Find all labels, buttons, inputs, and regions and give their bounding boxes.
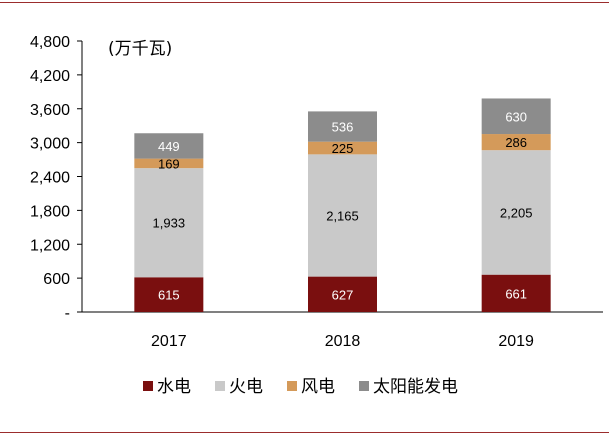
y-tick-label: 1,800 <box>30 203 70 220</box>
data-label: 615 <box>158 288 180 303</box>
legend: 水电 火电 风电 太阳能发电 <box>143 377 458 397</box>
legend-swatch <box>287 381 297 391</box>
legend-swatch <box>215 381 225 391</box>
data-label: 286 <box>505 135 527 150</box>
bar-segment <box>481 274 551 312</box>
data-label: 661 <box>505 286 527 301</box>
y-tick-label: 2,400 <box>30 170 70 187</box>
bottom-rule <box>0 432 609 433</box>
x-tick-label: 2017 <box>151 333 187 350</box>
legend-label: 太阳能发电 <box>373 377 458 397</box>
x-tick-label: 2018 <box>325 333 361 350</box>
legend-label: 火电 <box>229 377 263 397</box>
legend-swatch <box>359 381 369 391</box>
bar-segment <box>134 133 204 159</box>
y-tick-label: 3,000 <box>30 136 70 153</box>
data-label: 627 <box>332 287 354 302</box>
bar-segment <box>481 98 551 135</box>
bar-segment <box>134 277 204 312</box>
data-label: 536 <box>332 120 354 135</box>
bar-segment <box>308 111 377 142</box>
bar-segment <box>134 168 204 278</box>
bar-segment <box>481 134 551 151</box>
x-tick-label: 2019 <box>498 333 534 350</box>
data-label: 449 <box>158 139 180 154</box>
bars: 615 1,933 169 449 627 2,165 225 536 661 2,205 286 6… <box>134 98 551 312</box>
bar-segment <box>481 150 551 275</box>
y-tick-label: 4,800 <box>30 34 70 51</box>
bar-segment <box>308 276 377 312</box>
y-tick-label: 3,600 <box>30 102 70 119</box>
data-label: 1,933 <box>153 216 186 231</box>
y-tick-label: 4,200 <box>30 68 70 85</box>
y-tick-label: - <box>65 305 70 322</box>
data-label: 225 <box>332 141 354 156</box>
y-tick-label: 1,200 <box>30 237 70 254</box>
unit-label: (万千瓦) <box>108 39 172 59</box>
legend-label: 风电 <box>301 377 335 397</box>
data-label: 2,165 <box>326 208 359 223</box>
y-tick-label: 600 <box>43 271 70 288</box>
data-label: 630 <box>505 109 527 124</box>
y-axis-ticks: 4,800 4,200 3,600 3,000 2,400 1,800 1,200 600 - <box>30 34 82 322</box>
bar-segment <box>134 158 204 169</box>
data-label: 2,205 <box>500 205 533 220</box>
bar-segment <box>308 141 377 155</box>
x-axis-ticks: 2017 2018 2019 <box>151 333 534 350</box>
bar-segment <box>308 154 377 277</box>
legend-swatch <box>143 381 153 391</box>
top-rule <box>0 2 609 3</box>
data-label: 169 <box>158 156 180 171</box>
legend-label: 水电 <box>157 377 191 397</box>
